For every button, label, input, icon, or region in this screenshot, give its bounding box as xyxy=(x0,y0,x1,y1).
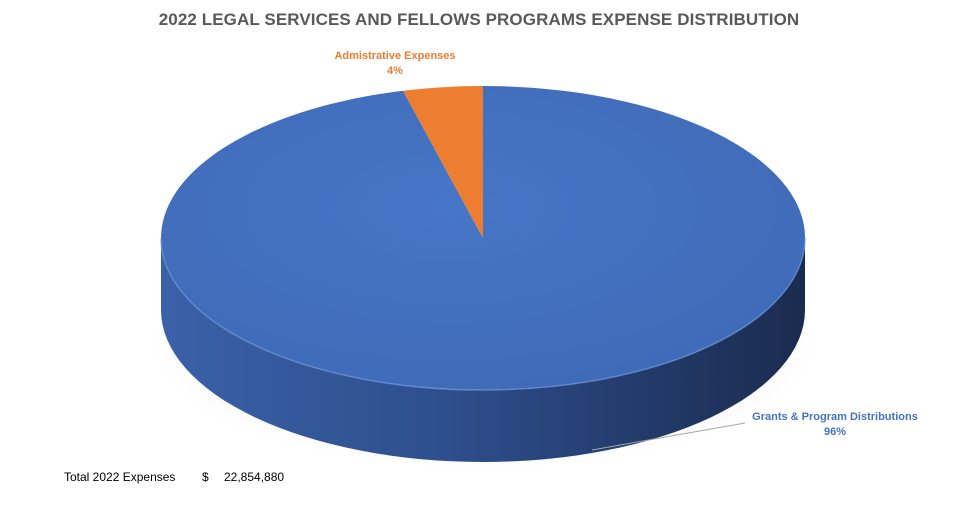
data-label-grants-program-distributions: Grants & Program Distributions 96% xyxy=(730,410,940,440)
pie-rim-highlight xyxy=(160,237,806,391)
slice-grants-program-distributions xyxy=(161,86,806,390)
data-label-name: Admistrative Expenses xyxy=(334,50,456,62)
data-label-name: Grants & Program Distributions xyxy=(752,411,918,423)
pie-side-wall xyxy=(161,238,805,462)
total-expenses-label: Total 2022 Expenses xyxy=(64,470,176,484)
chart-title: 2022 LEGAL SERVICES AND FELLOWS PROGRAMS… xyxy=(158,10,800,29)
leader-line-grants xyxy=(591,422,746,451)
total-expenses: Total 2022 Expenses $22,854,880 xyxy=(64,470,284,484)
slice-administrative-expenses xyxy=(402,86,483,238)
data-label-percent: 4% xyxy=(387,65,403,77)
data-label-administrative-expenses: Admistrative Expenses 4% xyxy=(310,49,480,79)
total-expenses-currency: $ xyxy=(202,470,209,484)
data-label-percent: 96% xyxy=(823,426,847,438)
total-expenses-value: 22,854,880 xyxy=(224,470,285,484)
